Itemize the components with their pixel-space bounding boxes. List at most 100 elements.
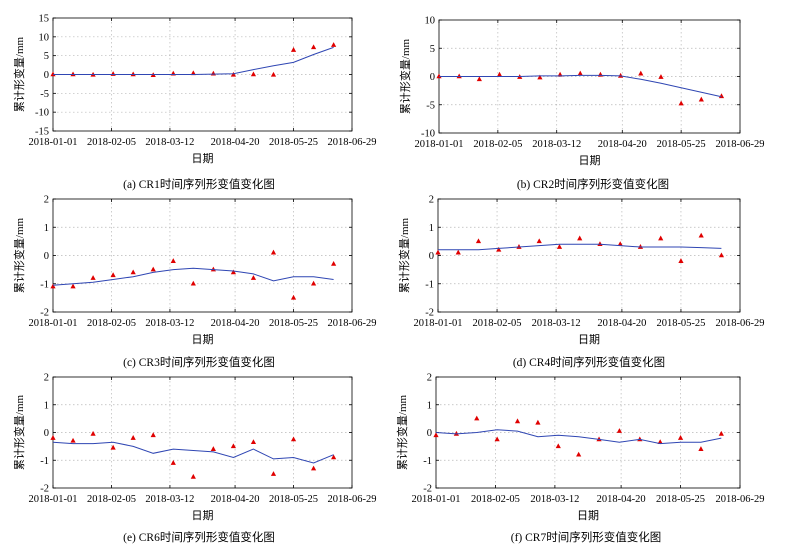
x-tick-label: 2018-01-01 [29, 494, 78, 505]
data-point [577, 70, 583, 76]
data-point [270, 71, 277, 77]
y-tick-label: 0 [44, 428, 49, 439]
x-tick-label: 2018-04-20 [597, 318, 646, 329]
y-axis-label: 累计形变量/mm [12, 217, 26, 293]
x-tick-label: 2018-01-01 [412, 494, 461, 505]
x-tick-label: 2018-05-25 [656, 494, 705, 505]
data-point [494, 436, 500, 442]
y-tick-label: 5 [430, 44, 435, 55]
data-point [331, 42, 337, 47]
data-point [130, 71, 136, 77]
data-point [310, 465, 317, 471]
x-tick-label: 2018-01-01 [29, 318, 78, 329]
subplot-caption: (c) CR3时间序列形变值变化图 [123, 355, 275, 369]
data-point [70, 283, 76, 289]
data-point [474, 415, 480, 421]
x-tick-label: 2018-03-12 [530, 494, 579, 505]
x-tick-label: 2018-02-05 [473, 318, 522, 329]
y-tick-label: 1 [44, 223, 49, 234]
data-point [435, 249, 441, 255]
y-tick-label: 0 [427, 428, 432, 439]
data-point [210, 70, 216, 76]
x-tick-label: 2018-05-25 [657, 139, 706, 150]
y-tick-label: -2 [40, 484, 49, 495]
y-axis-label: 累计形变量/mm [12, 36, 26, 112]
y-tick-label: -10 [421, 129, 435, 140]
data-point [436, 73, 442, 79]
data-point [638, 70, 644, 76]
chart-panel-3: 2018-01-01 2018-02-05 2018-03-12 2018-04-20… [12, 195, 377, 370]
data-point [678, 258, 684, 263]
plot-frame [52, 376, 353, 489]
y-axis-label: 累计形变量/mm [397, 217, 411, 293]
y-tick-label: -1 [40, 279, 49, 290]
x-tick-label: 2018-03-12 [145, 494, 194, 505]
data-point [110, 272, 116, 278]
data-point [718, 93, 725, 99]
data-point [150, 266, 156, 272]
x-tick-label: 2018-04-20 [211, 318, 260, 329]
data-point [331, 454, 337, 460]
data-point [718, 252, 725, 258]
y-tick-label: -1 [40, 456, 49, 467]
y-tick-label: 1 [427, 400, 432, 411]
y-tick-label: -15 [35, 127, 49, 138]
y-tick-label: 0 [430, 72, 435, 83]
data-point [331, 260, 337, 266]
data-point [290, 436, 297, 442]
data-point [70, 437, 76, 443]
data-point [290, 294, 297, 300]
fitted-line [438, 243, 722, 251]
x-axis-label: 日期 [192, 152, 214, 165]
data-point [516, 244, 522, 249]
data-point [433, 432, 439, 438]
data-point [698, 446, 704, 451]
data-point [190, 280, 196, 286]
data-point [230, 443, 237, 449]
x-tick-label: 2018-04-20 [598, 139, 647, 150]
y-tick-label: -5 [40, 89, 49, 100]
chart-panel-2: 2018-01-01 2018-02-05 2018-03-12 2018-04-20… [398, 16, 765, 192]
data-point [556, 244, 563, 249]
y-axis-label: 累计形变量/mm [12, 394, 26, 470]
fitted-line [52, 441, 334, 464]
x-tick-label: 2018-02-05 [473, 139, 522, 150]
data-point [250, 439, 257, 445]
y-tick-label: -2 [425, 308, 434, 319]
data-point [90, 275, 96, 280]
x-tick-label: 2018-03-12 [145, 137, 194, 148]
y-tick-label: -2 [423, 484, 432, 495]
data-point [190, 70, 196, 76]
data-point [130, 435, 136, 440]
data-point [250, 275, 257, 280]
data-point [637, 244, 644, 249]
x-tick-label: 2018-03-12 [532, 139, 581, 150]
data-point [658, 74, 664, 79]
x-tick-label: 2018-06-29 [328, 137, 377, 148]
x-tick-label: 2018-01-01 [414, 318, 463, 329]
data-point [453, 430, 459, 436]
y-tick-label: 2 [44, 195, 49, 206]
chart-panel-5: 2018-01-01 2018-02-05 2018-03-12 2018-04-20… [12, 373, 377, 545]
subplot-caption: (d) CR4时间序列形变值变化图 [513, 355, 665, 369]
data-point [496, 71, 503, 77]
x-tick-label: 2018-05-25 [269, 137, 318, 148]
x-tick-label: 2018-04-20 [211, 137, 260, 148]
x-tick-label: 2018-02-05 [87, 494, 136, 505]
data-point [270, 249, 277, 255]
data-point [190, 473, 196, 479]
y-tick-label: 15 [39, 14, 50, 25]
x-tick-label: 2018-03-12 [145, 318, 194, 329]
data-point [698, 232, 704, 238]
data-point [597, 241, 603, 246]
x-tick-label: 2018-02-05 [471, 494, 520, 505]
y-tick-label: 1 [429, 223, 434, 234]
y-tick-label: -1 [423, 456, 432, 467]
data-point [170, 258, 176, 263]
data-point [130, 269, 136, 275]
y-tick-label: -10 [35, 108, 49, 119]
data-point [677, 435, 684, 440]
x-tick-label: 2018-06-29 [716, 318, 765, 329]
data-point [455, 249, 461, 255]
